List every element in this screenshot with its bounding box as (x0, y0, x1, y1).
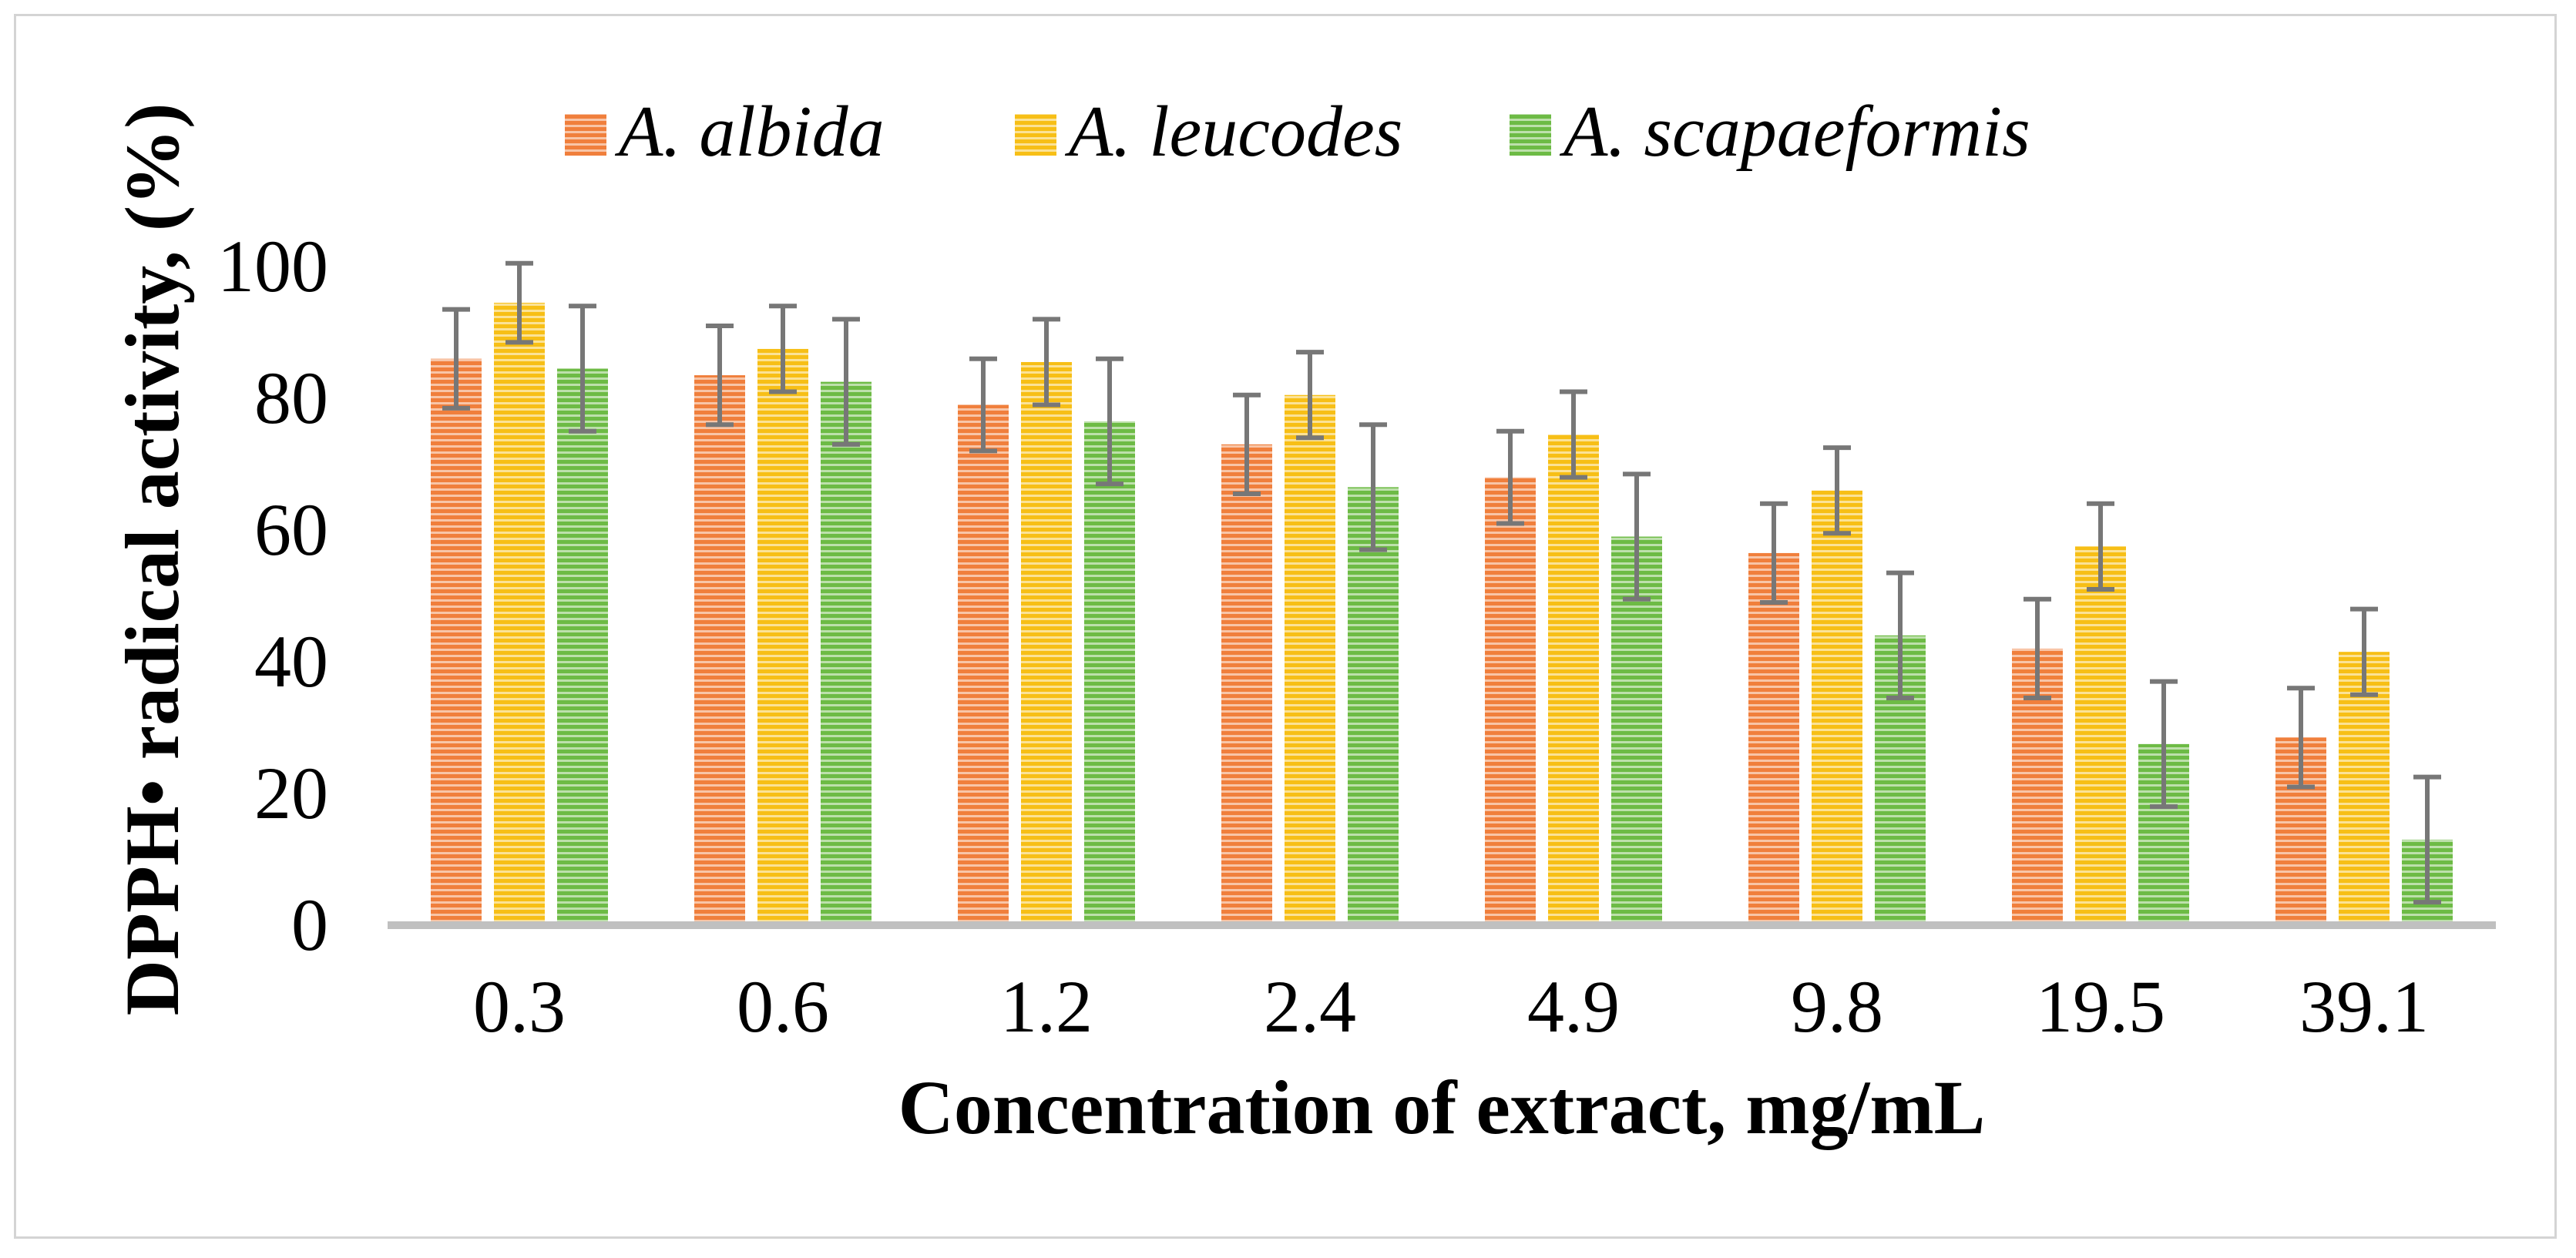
bar-a-leucodes-0-3 (494, 303, 545, 925)
chart-frame: A. albida A. leucodes A. scapaeformis 0 20 4… (14, 14, 2557, 1239)
error-bar-a-scapaeformis-1-2 (1096, 356, 1123, 487)
error-bar-a-leucodes-9-8 (1823, 445, 1851, 536)
x-axis-title: Concentration of extract, mg/mL (898, 1065, 1986, 1150)
y-axis-title: DPPH• radical activity, (%) (109, 103, 195, 1016)
legend-swatch-a-albida (565, 114, 606, 156)
error-bar-a-leucodes-4-9 (1560, 389, 1587, 480)
error-bar-a-albida-9-8 (1760, 501, 1788, 606)
bar-a-leucodes-19-5 (2075, 546, 2126, 925)
bars (431, 303, 2453, 926)
bar-a-leucodes-0-6 (757, 348, 808, 925)
bar-a-leucodes-1-2 (1021, 361, 1072, 926)
error-bar-a-scapaeformis-39-1 (2413, 774, 2441, 905)
x-tick-label-9-8: 9.8 (1791, 965, 1883, 1048)
error-bar-a-scapaeformis-9-8 (1886, 570, 1914, 701)
bar-a-scapaeformis-0-6 (821, 381, 872, 925)
bar-a-leucodes-4-9 (1548, 434, 1599, 925)
error-bar-a-scapaeformis-2-4 (1359, 422, 1387, 552)
bar-a-albida-2-4 (1221, 444, 1272, 925)
legend: A. albida A. leucodes A. scapaeformis (565, 92, 2030, 172)
bar-a-albida-9-8 (1748, 552, 1799, 925)
x-axis-ticks: 0.3 0.6 1.2 2.4 4.9 9.8 19.5 39.1 (473, 965, 2429, 1048)
y-tick-label-40: 40 (254, 620, 328, 703)
x-tick-label-1-2: 1.2 (1000, 965, 1093, 1048)
error-bar-a-scapaeformis-19-5 (2150, 679, 2178, 810)
bar-a-albida-1-2 (958, 404, 1009, 925)
error-bar-a-scapaeformis-0-3 (569, 304, 596, 434)
bar-a-albida-0-6 (694, 375, 745, 925)
error-bar-a-albida-2-4 (1233, 392, 1261, 496)
legend-label-a-leucodes: A. leucodes (1064, 92, 1402, 172)
legend-label-a-albida: A. albida (614, 92, 885, 172)
bar-a-scapaeformis-0-3 (557, 368, 608, 925)
y-axis-ticks: 0 20 40 60 80 100 (217, 225, 328, 966)
error-bar-a-leucodes-0-6 (769, 304, 797, 394)
bar-a-albida-4-9 (1485, 477, 1536, 925)
x-tick-label-4-9: 4.9 (1527, 965, 1620, 1048)
x-tick-label-2-4: 2.4 (1264, 965, 1356, 1048)
error-bar-a-albida-39-1 (2287, 686, 2315, 790)
bar-a-leucodes-39-1 (2339, 652, 2390, 925)
x-tick-label-0-6: 0.6 (737, 965, 829, 1048)
bar-a-scapaeformis-1-2 (1084, 421, 1135, 925)
x-tick-label-0-3: 0.3 (473, 965, 566, 1048)
bar-a-leucodes-2-4 (1285, 394, 1335, 925)
error-bar-a-leucodes-0-3 (505, 260, 533, 345)
error-bar-a-albida-1-2 (969, 356, 997, 454)
error-bar-a-albida-0-6 (706, 323, 734, 428)
error-bar-a-scapaeformis-4-9 (1623, 471, 1651, 602)
error-bars (442, 260, 2441, 905)
bar-a-albida-0-3 (431, 358, 482, 925)
error-bar-a-leucodes-39-1 (2350, 606, 2378, 697)
y-tick-label-20: 20 (254, 752, 328, 834)
bar-a-leucodes-9-8 (1812, 490, 1862, 925)
error-bar-a-scapaeformis-0-6 (832, 317, 860, 447)
chart: A. albida A. leucodes A. scapaeformis 0 20 4… (109, 92, 2496, 1150)
legend-swatch-a-leucodes (1015, 114, 1056, 156)
error-bar-a-albida-0-3 (442, 307, 470, 411)
bar-a-scapaeformis-2-4 (1348, 487, 1399, 925)
y-tick-label-60: 60 (254, 488, 328, 571)
y-tick-label-80: 80 (254, 357, 328, 439)
error-bar-a-albida-19-5 (2024, 596, 2051, 701)
y-tick-label-0: 0 (291, 884, 328, 966)
y-tick-label-100: 100 (217, 225, 328, 307)
x-tick-label-39-1: 39.1 (2299, 965, 2429, 1048)
error-bar-a-leucodes-2-4 (1296, 350, 1324, 441)
legend-swatch-a-scapaeformis (1510, 114, 1551, 156)
error-bar-a-leucodes-1-2 (1033, 317, 1060, 408)
error-bar-a-albida-4-9 (1496, 428, 1524, 526)
x-tick-label-19-5: 19.5 (2036, 965, 2165, 1048)
legend-label-a-scapaeformis: A. scapaeformis (1559, 92, 2030, 172)
error-bar-a-leucodes-19-5 (2087, 501, 2114, 592)
